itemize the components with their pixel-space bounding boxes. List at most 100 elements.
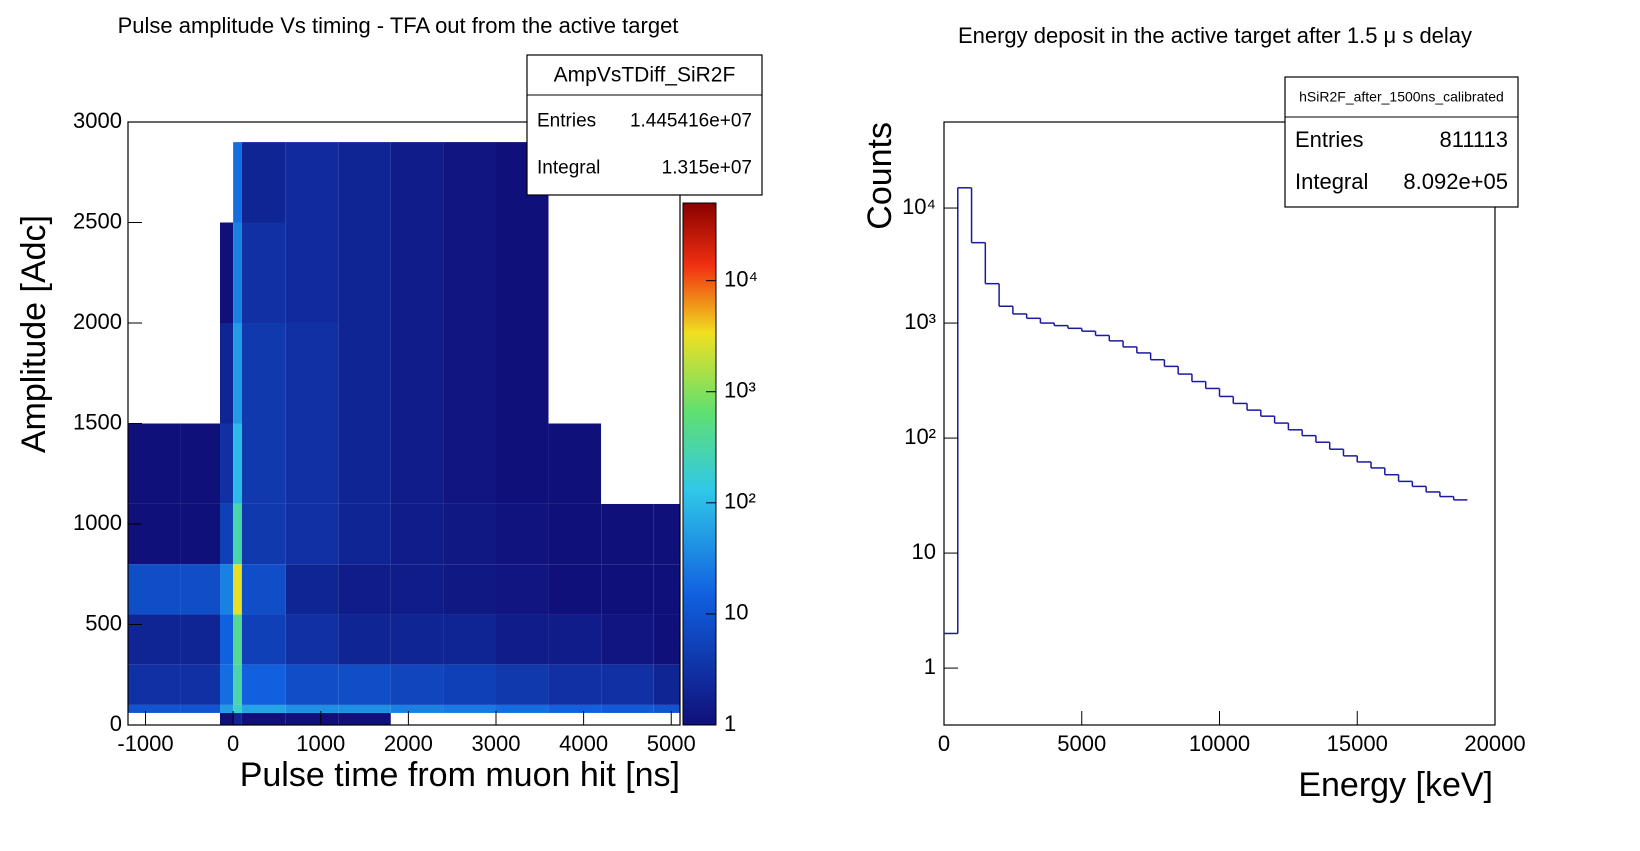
- heatmap-cell: [180, 614, 220, 665]
- heatmap-cell: [443, 222, 496, 323]
- y-axis-title: Counts: [861, 122, 899, 230]
- heatmap-cell: [653, 222, 680, 323]
- heatmap-cell: [443, 423, 496, 504]
- heatmap-cell: [128, 704, 181, 713]
- heatmap-cell: [180, 503, 220, 565]
- heatmap-cell: [128, 423, 181, 504]
- heatmap-cell: [338, 142, 391, 223]
- heatmap-cell: [233, 323, 242, 424]
- heatmap-cell: [285, 423, 339, 504]
- heatmap-cell: [338, 503, 391, 565]
- heatmap-cell: [285, 323, 339, 424]
- heatmap-cell: [220, 704, 234, 713]
- x-tick-label: 15000: [1327, 731, 1388, 756]
- heatmap-cell: [443, 704, 496, 713]
- heatmap-cell: [233, 142, 242, 223]
- heatmap-cell: [390, 222, 444, 323]
- heatmap-cell: [241, 664, 286, 705]
- heatmap-cell: [496, 664, 549, 705]
- heatmap-cell: [180, 704, 220, 713]
- x-tick-label: 1000: [296, 731, 345, 756]
- heatmap-cell: [233, 564, 242, 615]
- x-tick-label: 2000: [384, 731, 433, 756]
- heatmap-cell: [285, 712, 339, 725]
- heatmap-cell: [390, 704, 444, 713]
- heatmap-cell: [128, 712, 181, 725]
- stats-label: Entries: [537, 111, 596, 132]
- y-tick-label: 10³: [904, 309, 936, 334]
- stats-label: Integral: [537, 158, 600, 179]
- y-tick-label: 2500: [73, 208, 122, 233]
- heatmap-cell: [128, 614, 181, 665]
- stats-box: [526, 54, 763, 196]
- stats-label: Entries: [1295, 127, 1363, 152]
- heatmap-cell: [338, 712, 391, 725]
- y-tick-label: 10⁴: [902, 194, 936, 219]
- heatmap-cell: [601, 423, 654, 504]
- heatmap-cell: [548, 564, 602, 615]
- heatmap-cell: [443, 664, 496, 705]
- heatmap-cell: [496, 323, 549, 424]
- heatmap-cell: [241, 222, 286, 323]
- heatmap-cell: [443, 564, 496, 615]
- y-tick-label: 10²: [904, 424, 936, 449]
- heatmap-cell: [653, 423, 680, 504]
- heatmap-cell: [601, 323, 654, 424]
- heatmap-cell: [653, 323, 680, 424]
- heatmap-cell: [548, 222, 602, 323]
- heatmap-cell: [496, 503, 549, 565]
- heatmap-cell: [601, 664, 654, 705]
- heatmap-cell: [220, 423, 234, 504]
- heatmap-cell: [220, 564, 234, 615]
- heatmap-cell: [653, 664, 680, 705]
- y-tick-label: 3000: [73, 108, 122, 133]
- heatmap-cell: [233, 423, 242, 504]
- x-tick-label: 5000: [647, 731, 696, 756]
- heatmap-cell: [128, 323, 181, 424]
- heatmap-cell: [601, 503, 654, 565]
- heatmap-cell: [285, 664, 339, 705]
- heatmap-cell: [285, 704, 339, 713]
- heatmap-cell: [653, 564, 680, 615]
- z-tick-label: 1: [724, 711, 736, 736]
- heatmap-cell: [548, 323, 602, 424]
- x-tick-label: 5000: [1057, 731, 1106, 756]
- heatmap-cell: [390, 423, 444, 504]
- heatmap-cell: [653, 704, 680, 713]
- y-tick-label: 2000: [73, 309, 122, 334]
- heatmap-cell: [390, 564, 444, 615]
- heatmap-cell: [601, 614, 654, 665]
- stats-title: hSiR2F_after_1500ns_calibrated: [1299, 89, 1504, 105]
- y-tick-label: 500: [85, 610, 122, 635]
- heatmap-cell: [285, 222, 339, 323]
- heatmap-cell: [241, 142, 286, 223]
- heatmap-cell: [128, 503, 181, 565]
- x-tick-label: 3000: [472, 731, 521, 756]
- x-axis-title: Pulse time from muon hit [ns]: [240, 756, 680, 794]
- heatmap-cell: [338, 664, 391, 705]
- stats-value: 1.445416e+07: [630, 111, 752, 132]
- heatmap-cell: [233, 222, 242, 323]
- heatmap-cell: [338, 564, 391, 615]
- chart-title: Energy deposit in the active target afte…: [958, 23, 1472, 48]
- heatmap-cell: [233, 614, 242, 665]
- stats-title: AmpVsTDiff_SiR2F: [554, 64, 736, 87]
- y-tick-label: 1: [924, 654, 936, 679]
- heatmap-cell: [338, 704, 391, 713]
- heatmap-cell: [390, 614, 444, 665]
- heatmap-cell: [496, 423, 549, 504]
- heatmap-cell: [241, 564, 286, 615]
- stats-label: Integral: [1295, 169, 1368, 194]
- heatmap-cell: [653, 712, 680, 725]
- heatmap-cell: [285, 142, 339, 223]
- plot-frame: [943, 121, 1496, 726]
- heatmap-cell: [390, 142, 444, 223]
- heatmap-cell: [180, 142, 220, 223]
- heatmap-cell: [285, 503, 339, 565]
- heatmap-cell: [220, 142, 234, 223]
- y-tick-label: 10: [912, 539, 936, 564]
- heatmap-cell: [443, 503, 496, 565]
- stats-value: 8.092e+05: [1403, 169, 1508, 194]
- heatmap-cell: [443, 142, 496, 223]
